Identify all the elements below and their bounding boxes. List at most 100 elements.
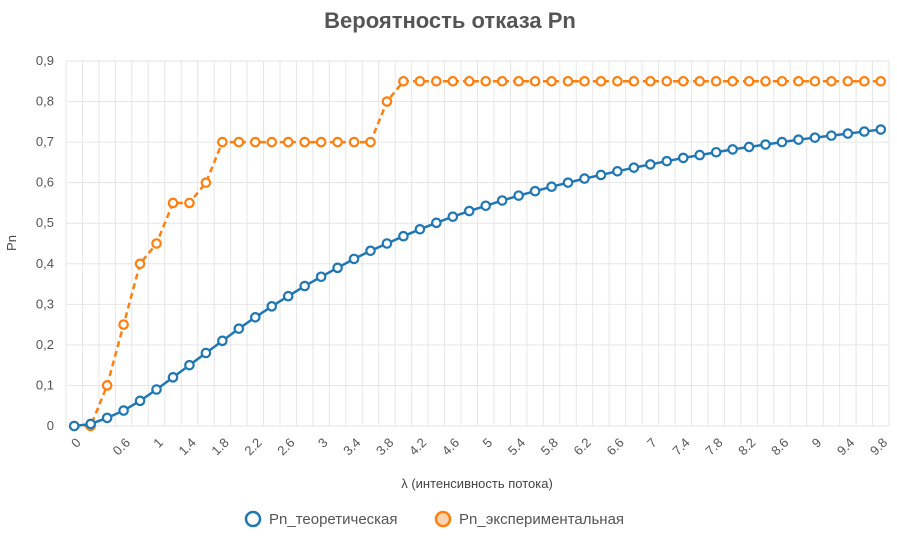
data-point bbox=[332, 262, 343, 274]
data-point bbox=[463, 75, 475, 87]
grid bbox=[65, 60, 890, 427]
data-point bbox=[184, 197, 195, 209]
data-point bbox=[68, 420, 80, 432]
data-point bbox=[266, 136, 278, 148]
data-point bbox=[381, 96, 393, 107]
y-tick-label: 0,1 bbox=[36, 377, 54, 392]
data-point bbox=[710, 146, 722, 158]
data-point bbox=[414, 224, 426, 235]
x-tick-label: 2.2 bbox=[241, 435, 264, 458]
data-point bbox=[381, 238, 393, 249]
data-point bbox=[826, 75, 837, 87]
data-point bbox=[200, 347, 212, 359]
data-point bbox=[859, 75, 870, 87]
data-point bbox=[233, 136, 245, 148]
data-point bbox=[529, 185, 541, 197]
x-tick-label: 3 bbox=[315, 435, 331, 451]
x-tick-label: 9.4 bbox=[834, 435, 857, 458]
x-tick-label: 5 bbox=[479, 435, 495, 451]
data-point bbox=[332, 136, 343, 148]
data-point bbox=[562, 177, 574, 188]
data-point bbox=[299, 136, 310, 148]
data-point bbox=[282, 290, 294, 302]
data-point bbox=[217, 335, 228, 347]
y-axis-ticks: 0 0,1 0,2 0,3 0,4 0,5 0,6 0,7 0,8 0,9 bbox=[36, 53, 54, 433]
data-point bbox=[809, 75, 821, 87]
data-point bbox=[398, 75, 409, 87]
data-point bbox=[496, 195, 508, 206]
x-tick-label: 7.8 bbox=[702, 435, 725, 458]
data-point bbox=[167, 197, 179, 209]
x-tick-label: 3.4 bbox=[340, 435, 363, 458]
data-point bbox=[513, 190, 524, 201]
data-point bbox=[249, 136, 261, 148]
data-point bbox=[661, 75, 673, 87]
y-axis-title: Pn bbox=[4, 235, 19, 251]
legend-item[interactable]: Pn_экспериментальная bbox=[434, 510, 624, 528]
data-point bbox=[562, 75, 574, 87]
data-point bbox=[365, 245, 376, 257]
x-tick-label: 9.8 bbox=[867, 435, 890, 458]
data-point bbox=[727, 144, 738, 155]
y-tick-label: 0,9 bbox=[36, 53, 54, 68]
series-Pn_экспериментальная bbox=[68, 75, 887, 432]
data-point bbox=[85, 418, 96, 430]
x-tick-label: 7.4 bbox=[669, 435, 692, 458]
y-tick-label: 0,6 bbox=[36, 175, 54, 190]
x-tick-label: 0 bbox=[68, 435, 84, 451]
data-point bbox=[694, 75, 706, 87]
y-tick-label: 0,3 bbox=[36, 296, 54, 311]
data-point bbox=[628, 75, 640, 87]
y-tick-label: 0,7 bbox=[36, 134, 54, 149]
data-point bbox=[579, 173, 590, 184]
data-point bbox=[348, 253, 360, 265]
data-point bbox=[431, 217, 442, 229]
data-point bbox=[398, 230, 409, 242]
data-point bbox=[661, 155, 673, 167]
data-point bbox=[233, 323, 245, 334]
data-point bbox=[184, 359, 195, 371]
data-point bbox=[743, 75, 755, 87]
x-tick-label: 8.6 bbox=[768, 435, 791, 458]
y-tick-label: 0 bbox=[47, 418, 54, 433]
data-point bbox=[776, 75, 788, 87]
data-point bbox=[842, 75, 854, 87]
legend-marker bbox=[244, 510, 262, 528]
y-tick-label: 0,5 bbox=[36, 215, 54, 230]
data-point bbox=[776, 136, 788, 148]
chart-title: Вероятность отказа Pn bbox=[324, 8, 576, 33]
legend-label: Pn_теоретическая bbox=[269, 511, 398, 528]
data-point bbox=[463, 205, 475, 217]
data-point bbox=[694, 149, 706, 161]
data-point bbox=[414, 75, 426, 87]
data-point bbox=[348, 136, 360, 148]
data-point bbox=[167, 372, 179, 383]
data-point bbox=[200, 177, 212, 188]
y-tick-label: 0,4 bbox=[36, 256, 54, 271]
x-tick-label: 4.6 bbox=[439, 435, 462, 458]
x-tick-label: 1.4 bbox=[176, 435, 199, 458]
data-point bbox=[595, 169, 607, 181]
data-point bbox=[612, 166, 623, 177]
data-point bbox=[760, 139, 771, 150]
y-tick-label: 0,8 bbox=[36, 94, 54, 109]
data-point bbox=[743, 141, 755, 153]
data-point bbox=[826, 130, 837, 141]
data-point bbox=[101, 412, 113, 424]
x-axis-ticks: 0 0.6 1 1.4 1.8 2.2 2.6 3 3.4 3.8 4.2 4.6 5 5.4 5.8 6.2… bbox=[68, 435, 890, 458]
data-point bbox=[645, 75, 656, 87]
data-point bbox=[134, 258, 146, 270]
data-point bbox=[875, 75, 887, 87]
data-point bbox=[266, 301, 278, 312]
x-axis-title: λ (интенсивность потока) bbox=[401, 476, 553, 491]
data-point bbox=[529, 75, 541, 87]
x-tick-label: 0.6 bbox=[110, 435, 133, 458]
legend-item[interactable]: Pn_теоретическая bbox=[244, 510, 398, 528]
data-point bbox=[546, 75, 557, 87]
data-point bbox=[315, 136, 327, 148]
y-tick-label: 0,2 bbox=[36, 337, 54, 352]
data-point bbox=[249, 312, 261, 323]
data-point bbox=[513, 75, 524, 87]
data-point bbox=[579, 75, 590, 87]
